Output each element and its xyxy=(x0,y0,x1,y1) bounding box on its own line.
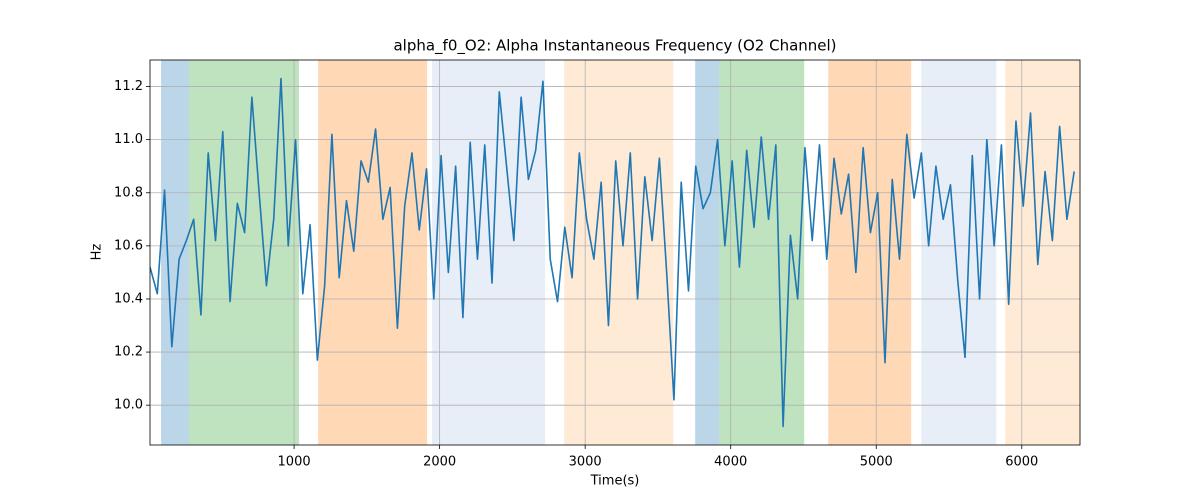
plot-frame xyxy=(149,59,1081,446)
shaded-span xyxy=(719,60,805,445)
x-tick-label: 3000 xyxy=(569,455,602,470)
x-axis-label: Time(s) xyxy=(590,474,640,489)
y-axis-label: Hz xyxy=(90,244,105,261)
y-tick-label: 10.2 xyxy=(114,345,143,360)
y-tick-label: 11.0 xyxy=(114,132,143,147)
shaded-span xyxy=(1005,60,1080,445)
chart-title: alpha_f0_O2: Alpha Instantaneous Frequen… xyxy=(393,37,836,56)
x-tick-label: 5000 xyxy=(860,455,893,470)
shaded-span xyxy=(161,60,190,445)
data-line xyxy=(150,77,1075,428)
y-tick-label: 11.2 xyxy=(114,79,143,94)
x-tick-label: 1000 xyxy=(278,455,311,470)
shaded-span xyxy=(695,60,720,445)
x-tick-label: 6000 xyxy=(1005,455,1038,470)
shaded-span xyxy=(828,60,912,445)
y-tick-label: 10.8 xyxy=(114,185,143,200)
y-tick-label: 10.6 xyxy=(114,238,143,253)
shaded-span xyxy=(432,60,546,445)
y-tick-label: 10.0 xyxy=(114,398,143,413)
shaded-span xyxy=(564,60,674,445)
x-tick-label: 2000 xyxy=(423,455,456,470)
shaded-span xyxy=(318,60,428,445)
x-tick-label: 4000 xyxy=(714,455,747,470)
shaded-span xyxy=(921,60,997,445)
shaded-span xyxy=(189,60,300,445)
y-tick-label: 10.4 xyxy=(114,291,143,306)
